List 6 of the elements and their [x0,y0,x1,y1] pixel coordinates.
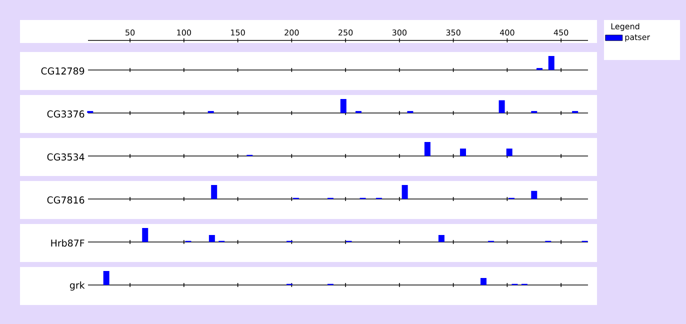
y-axis-title: CG7816 [47,196,84,204]
y-axis-title: CG12789 [41,67,84,75]
y-axis-title: CG3534 [47,153,84,161]
y-axis-title: grk [70,281,85,291]
y-axis-title: CG3376 [47,110,84,118]
y-axis-title: Hrb87F [51,239,84,247]
